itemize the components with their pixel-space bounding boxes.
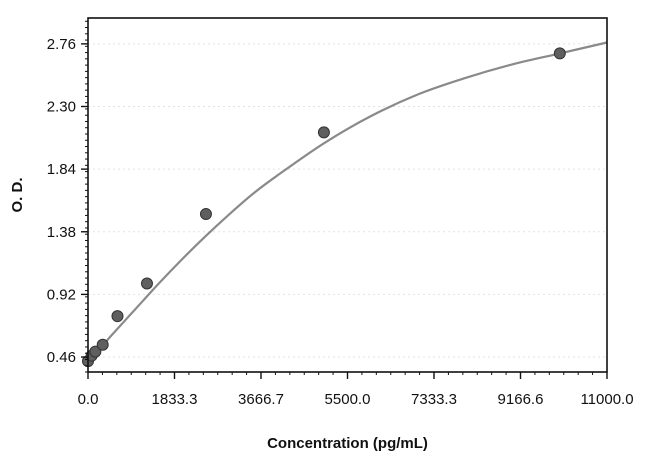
data-point <box>317 126 330 139</box>
x-axis-title: Concentration (pg/mL) <box>267 435 428 452</box>
x-tick-label: 5500.0 <box>325 391 371 408</box>
y-tick-label: 2.30 <box>47 99 76 116</box>
y-axis-title: O. D. <box>9 177 26 212</box>
x-tick-label: 9166.6 <box>498 391 544 408</box>
plot-frame <box>87 17 608 373</box>
x-tick-label: 1833.3 <box>152 391 198 408</box>
x-tick-label: 7333.3 <box>411 391 457 408</box>
y-tick-label: 1.38 <box>47 224 76 241</box>
y-tick-label: 0.46 <box>47 349 76 366</box>
x-tick-label: 0.0 <box>78 391 99 408</box>
points-layer <box>82 47 566 368</box>
data-point <box>199 208 212 221</box>
data-point <box>553 47 566 60</box>
x-tick-label: 11000.0 <box>580 391 633 408</box>
x-tick-label: 3666.7 <box>238 391 284 408</box>
x-axis-ticks: 0.0 1833.3 3666.7 5500.0 7333.3 9166.6 11000.0 <box>78 372 634 408</box>
curve-layer <box>87 41 608 362</box>
y-tick-label: 1.84 <box>47 161 76 178</box>
data-point <box>89 345 102 358</box>
data-point <box>111 310 124 323</box>
data-point <box>96 338 109 351</box>
grid-layer <box>88 43 607 358</box>
data-point <box>140 277 153 290</box>
y-axis-ticks: 0.46 0.92 1.38 1.84 2.30 2.76 <box>47 20 88 373</box>
fit-curve-line <box>87 41 608 362</box>
y-tick-label: 0.92 <box>47 286 76 303</box>
y-tick-label: 2.76 <box>47 36 76 53</box>
